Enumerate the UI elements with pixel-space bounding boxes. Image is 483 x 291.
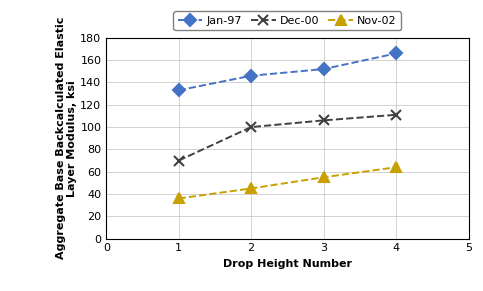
Line: Nov-02: Nov-02: [174, 162, 401, 203]
Nov-02: [248, 187, 254, 190]
Nov-02: [321, 175, 327, 179]
Dec-00: [248, 125, 254, 129]
Jan-97: [393, 52, 399, 55]
Line: Dec-00: Dec-00: [174, 110, 401, 165]
Dec-00: [393, 113, 399, 116]
Legend: Jan-97, Dec-00, Nov-02: Jan-97, Dec-00, Nov-02: [173, 11, 401, 30]
Jan-97: [176, 88, 182, 92]
Jan-97: [248, 74, 254, 77]
Nov-02: [393, 166, 399, 169]
Jan-97: [321, 67, 327, 71]
Dec-00: [321, 119, 327, 122]
Dec-00: [176, 159, 182, 162]
Line: Jan-97: Jan-97: [174, 49, 400, 94]
Nov-02: [176, 197, 182, 200]
Y-axis label: Aggregate Base Backcalculated Elastic
Layer Modulus, ksi: Aggregate Base Backcalculated Elastic La…: [56, 17, 77, 259]
X-axis label: Drop Height Number: Drop Height Number: [223, 259, 352, 269]
